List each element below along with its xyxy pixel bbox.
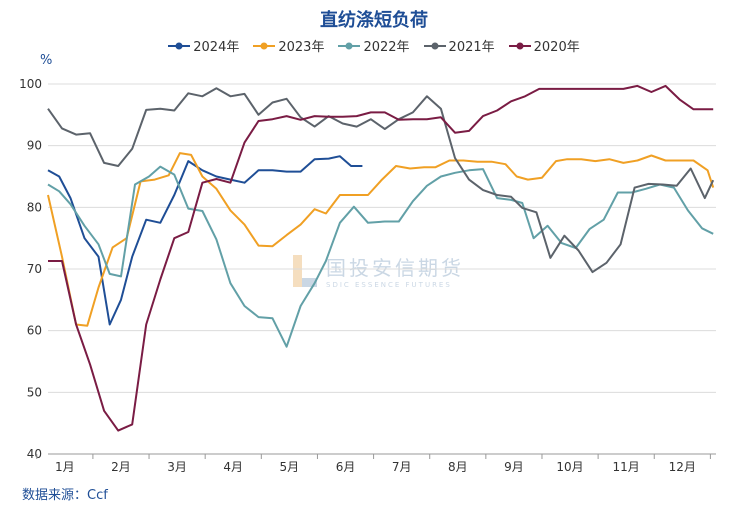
legend-label: 2021年: [448, 40, 495, 55]
legend-label: 2023年: [278, 40, 325, 55]
legend-item: 2023年: [253, 36, 324, 55]
series-line: [47, 165, 714, 348]
y-axis-unit-label: %: [40, 53, 53, 68]
legend-label: 2020年: [533, 40, 580, 55]
y-tick-label: 90: [27, 139, 42, 153]
legend-item: 2020年: [508, 36, 580, 55]
watermark-logo-icon: [293, 254, 317, 287]
x-tick-label: 11月: [613, 460, 640, 474]
legend-swatch: [508, 42, 531, 49]
x-tick-label: 12月: [669, 460, 696, 474]
legend-item: 2022年: [338, 36, 410, 55]
legend: 2024年 2023年 2022年 2021年 2020年: [0, 36, 748, 55]
x-tick-label: 4月: [223, 460, 243, 474]
chart-title: 直纺涤短负荷: [320, 10, 428, 31]
x-tick-label: 8月: [448, 460, 468, 474]
legend-label: 2022年: [363, 40, 410, 55]
x-tick-label: 5月: [280, 460, 300, 474]
legend-swatch: [253, 42, 276, 49]
legend-item: 2024年: [168, 36, 239, 55]
y-tick-label: 60: [27, 324, 42, 338]
y-tick-label: 40: [27, 447, 42, 461]
x-tick-label: 6月: [336, 460, 356, 474]
x-tick-label: 9月: [504, 460, 524, 474]
legend-item: 2021年: [423, 36, 495, 55]
x-tick-label: 3月: [167, 460, 187, 474]
x-tick-label: 1月: [55, 460, 75, 474]
watermark: 国投安信期货 SDIC ESSENCE FUTURES: [292, 252, 464, 289]
watermark-text: 国投安信期货: [326, 256, 464, 280]
y-tick-label: 100: [19, 77, 42, 91]
series-line: [47, 152, 715, 327]
source-note: 数据来源：Ccf: [22, 488, 108, 503]
x-tick-label: 7月: [392, 460, 412, 474]
x-tick-label: 10月: [556, 460, 583, 474]
y-tick-label: 80: [27, 200, 42, 214]
legend-swatch: [423, 42, 446, 49]
legend-label: 2024年: [193, 40, 240, 55]
y-tick-label: 70: [27, 262, 42, 276]
legend-swatch: [338, 42, 361, 49]
series-line: [48, 84, 714, 432]
legend-swatch: [168, 42, 191, 49]
series-line: [47, 87, 715, 274]
y-tick-label: 50: [27, 385, 42, 399]
x-tick-label: 2月: [111, 460, 131, 474]
series-line: [47, 155, 363, 326]
watermark-subtext: SDIC ESSENCE FUTURES: [326, 281, 452, 289]
